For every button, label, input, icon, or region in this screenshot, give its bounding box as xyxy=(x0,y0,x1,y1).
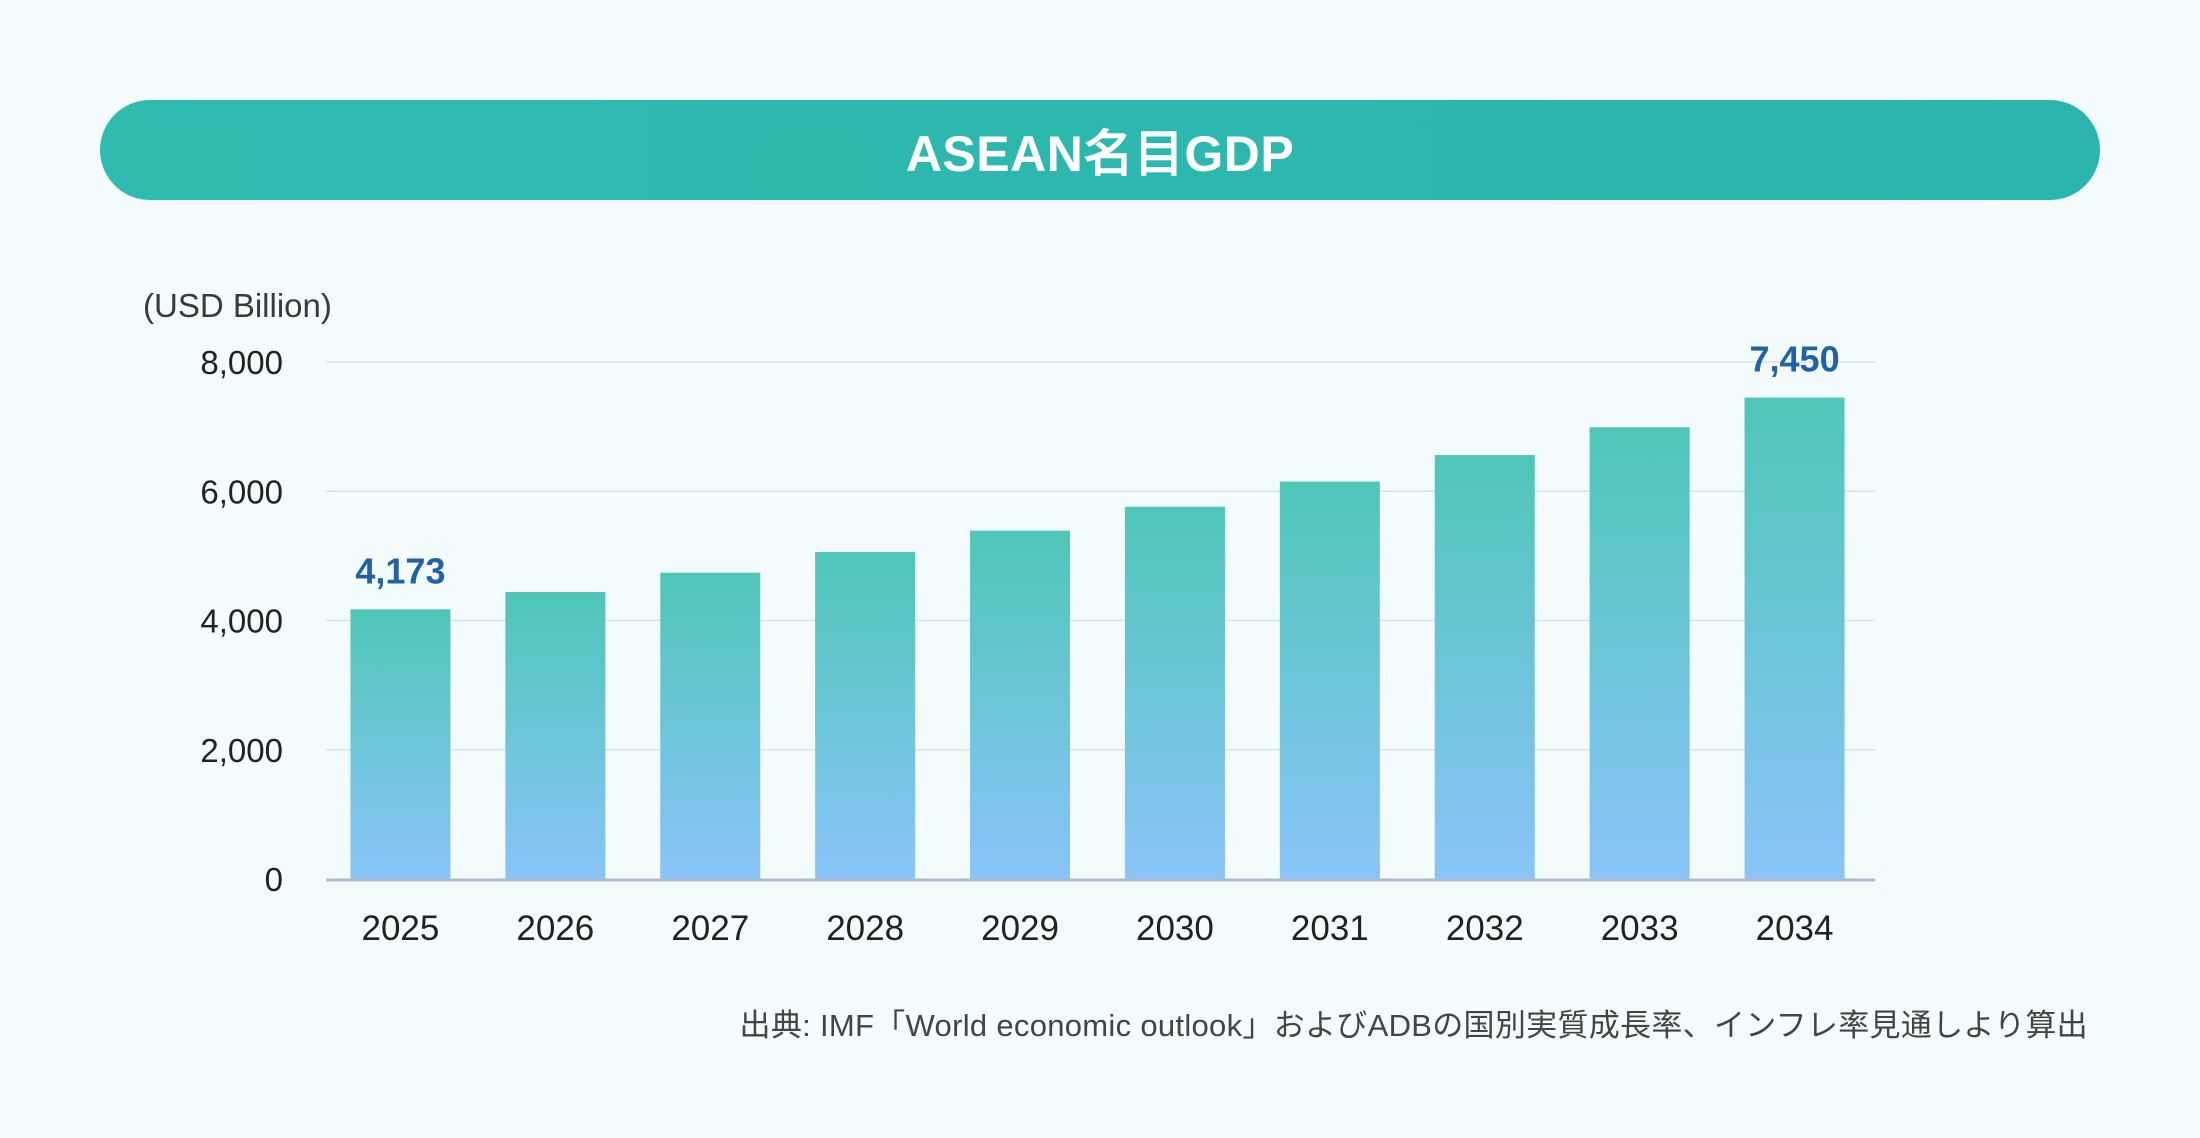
x-tick-label: 2025 xyxy=(362,909,440,948)
axes: 0 2,000 4,000 6,000 8,000 2025 2026 2027 2028 202… xyxy=(200,344,1875,948)
y-axis-unit-label: (USD Billion) xyxy=(143,287,332,324)
x-tick-label: 2033 xyxy=(1601,909,1679,948)
title-bar: ASEAN名目GDP xyxy=(100,100,2100,200)
x-tick-label: 2028 xyxy=(826,909,904,948)
source-note: 出典: IMF「World economic outlook」およびADBの国別… xyxy=(739,1008,2088,1043)
bars xyxy=(350,397,1845,879)
x-tick-label: 2032 xyxy=(1446,909,1524,948)
bar-2029 xyxy=(970,530,1071,879)
bar-2034 xyxy=(1744,397,1845,879)
y-tick-label: 8,000 xyxy=(200,344,283,381)
x-tick-label: 2029 xyxy=(981,909,1059,948)
y-tick-label: 0 xyxy=(265,861,283,898)
bar-2026 xyxy=(505,592,606,879)
x-tick-label: 2027 xyxy=(671,909,749,948)
data-label-2025: 4,173 xyxy=(355,550,445,591)
bar-2028 xyxy=(815,551,916,879)
y-tick-label: 6,000 xyxy=(200,473,283,510)
bar-2025 xyxy=(350,609,451,879)
bar-2027 xyxy=(660,572,761,879)
x-tick-label: 2030 xyxy=(1136,909,1214,948)
x-tick-label: 2026 xyxy=(516,909,594,948)
y-tick-label: 4,000 xyxy=(200,603,283,640)
bar-2032 xyxy=(1434,455,1535,879)
bar-2031 xyxy=(1279,481,1380,879)
chart-title: ASEAN名目GDP xyxy=(905,126,1295,182)
x-tick-label: 2031 xyxy=(1291,909,1369,948)
x-tick-label: 2034 xyxy=(1756,909,1834,948)
data-labels: 4,173 7,450 xyxy=(355,339,1839,592)
data-label-2034: 7,450 xyxy=(1750,339,1840,380)
bar-2033 xyxy=(1589,427,1690,879)
y-tick-label: 2,000 xyxy=(200,732,283,769)
bar-2030 xyxy=(1124,506,1225,879)
